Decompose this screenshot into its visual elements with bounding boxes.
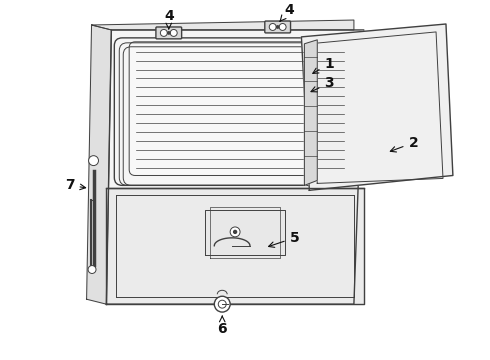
Polygon shape	[205, 210, 285, 255]
Circle shape	[276, 26, 279, 28]
FancyBboxPatch shape	[156, 27, 182, 39]
Circle shape	[269, 23, 276, 31]
Circle shape	[170, 30, 177, 36]
Circle shape	[214, 296, 230, 312]
Circle shape	[218, 300, 226, 308]
Text: 4: 4	[164, 9, 173, 29]
FancyBboxPatch shape	[129, 42, 349, 175]
Circle shape	[234, 230, 237, 233]
Circle shape	[279, 23, 286, 31]
Text: 1: 1	[313, 57, 334, 73]
Text: 2: 2	[391, 136, 418, 152]
Text: 3: 3	[311, 76, 334, 92]
Polygon shape	[106, 30, 364, 304]
Polygon shape	[304, 40, 317, 185]
Text: 6: 6	[218, 316, 227, 336]
Polygon shape	[301, 24, 453, 190]
Circle shape	[160, 30, 167, 36]
Text: 5: 5	[269, 231, 299, 247]
FancyBboxPatch shape	[265, 21, 291, 33]
Polygon shape	[106, 188, 364, 304]
Circle shape	[89, 156, 98, 166]
Text: 7: 7	[65, 178, 86, 192]
Text: 4: 4	[280, 3, 294, 21]
Circle shape	[230, 227, 240, 237]
Polygon shape	[92, 20, 354, 30]
Circle shape	[168, 32, 170, 34]
Circle shape	[88, 266, 96, 274]
Polygon shape	[87, 25, 111, 304]
